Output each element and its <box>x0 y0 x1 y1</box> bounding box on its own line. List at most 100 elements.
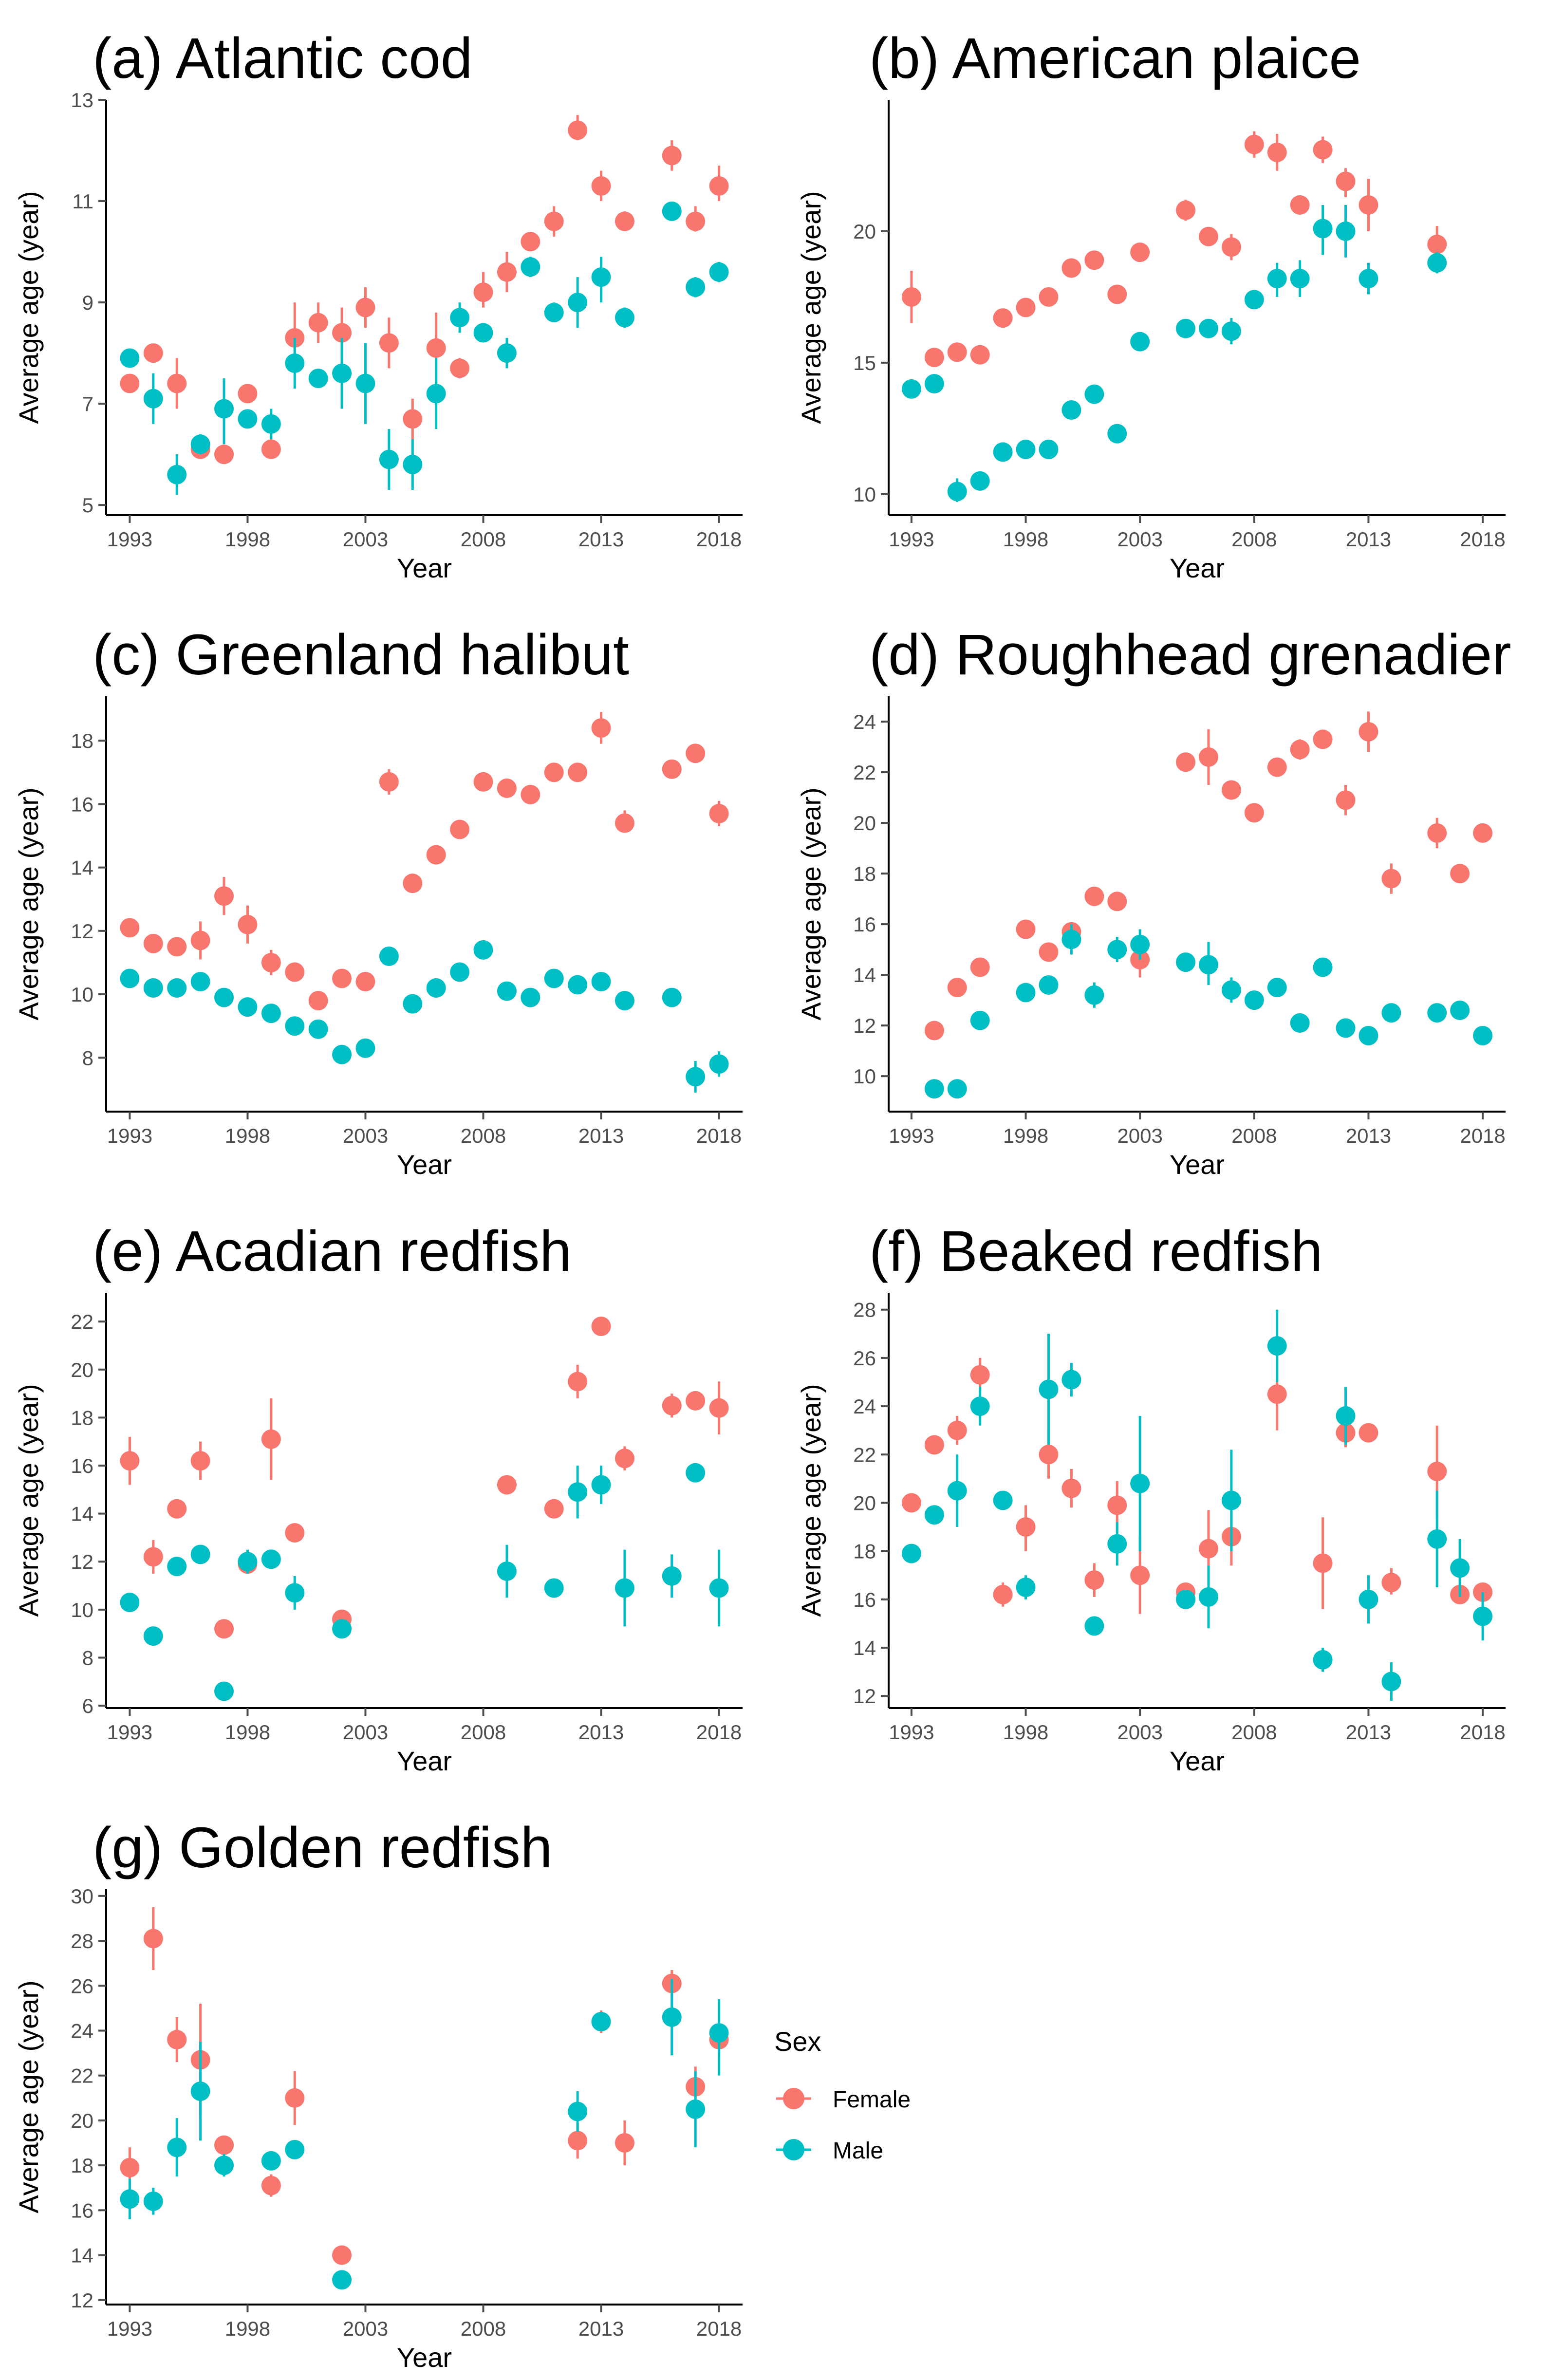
point-female <box>1107 1495 1127 1515</box>
point-female <box>332 2245 352 2265</box>
point-female <box>1313 729 1333 749</box>
point-male <box>686 1463 706 1483</box>
point-male <box>1336 1406 1356 1426</box>
point-male <box>1267 1336 1287 1356</box>
point-female <box>709 1398 729 1418</box>
legend-entry-female: Female <box>776 2087 911 2113</box>
point-male <box>1336 221 1356 241</box>
point-female <box>709 176 729 196</box>
point-male <box>614 991 634 1011</box>
y-axis-label: Average age (year) <box>13 1980 44 2213</box>
point-male <box>1221 321 1241 341</box>
point-male <box>544 302 564 322</box>
point-female <box>1244 134 1264 154</box>
point-male <box>143 389 163 409</box>
x-tick-label: 2008 <box>461 528 506 551</box>
panel-g: (g) Golden redfish 1993 1998 2003 2008 2013 20… <box>13 1816 743 2373</box>
point-male <box>473 323 493 343</box>
point-female <box>1084 886 1104 906</box>
x-axis-label: Year <box>397 1746 452 1776</box>
panel-c-title: (c) Greenland halibut <box>93 623 629 687</box>
point-male <box>1039 440 1059 460</box>
point-male <box>1039 1379 1059 1399</box>
x-tick-label: 2003 <box>343 2317 388 2340</box>
x-tick-label: 2003 <box>1117 528 1162 551</box>
point-female <box>970 1365 990 1385</box>
point-female <box>662 759 682 779</box>
y-tick-label: 22 <box>71 2064 93 2087</box>
y-tick-label: 18 <box>853 862 876 885</box>
point-male <box>591 1475 611 1495</box>
x-tick-label: 1998 <box>225 1124 270 1147</box>
point-female <box>1267 757 1287 777</box>
y-axis-label: Average age (year) <box>796 1384 826 1617</box>
point-male <box>1381 1672 1401 1692</box>
point-female <box>355 298 375 317</box>
point-male <box>1359 269 1378 289</box>
y-tick-label: 18 <box>71 729 93 752</box>
panel-d-title: (d) Roughhead grenadier <box>869 623 1511 687</box>
point-female <box>355 972 375 992</box>
legend-female-marker <box>783 2088 804 2109</box>
x-axis-label: Year <box>1170 1149 1225 1180</box>
point-male <box>709 2023 729 2043</box>
point-male <box>167 1557 187 1577</box>
point-female <box>285 962 305 982</box>
panel-g-title: (g) Golden redfish <box>93 1816 552 1880</box>
point-male <box>568 1482 588 1502</box>
series-male <box>901 205 1447 502</box>
point-male <box>167 2138 187 2157</box>
point-female <box>190 1451 210 1471</box>
point-female <box>426 845 446 865</box>
x-tick-label: 2008 <box>1231 528 1277 551</box>
point-male <box>1130 1473 1150 1493</box>
y-axis-label: Average age (year) <box>796 191 826 424</box>
y-axis-label: Average age (year) <box>13 1384 44 1617</box>
series-female <box>924 711 1493 1041</box>
point-female <box>1084 250 1104 270</box>
point-male <box>143 1626 163 1646</box>
x-tick-label: 2013 <box>578 528 624 551</box>
x-tick-label: 1993 <box>107 2317 152 2340</box>
x-tick-label: 1993 <box>889 1721 934 1744</box>
point-male <box>285 2139 305 2159</box>
point-female <box>1221 237 1241 257</box>
y-axis-label: Average age (year) <box>13 787 44 1020</box>
point-male <box>355 373 375 393</box>
x-tick-label: 2013 <box>1346 528 1391 551</box>
series-male <box>924 924 1493 1099</box>
point-female <box>1359 195 1378 215</box>
y-tick-label: 6 <box>82 1694 93 1717</box>
point-male <box>686 2099 706 2119</box>
point-female <box>924 1435 944 1455</box>
point-male <box>1016 983 1036 1003</box>
y-tick-label: 26 <box>853 1347 876 1370</box>
point-male <box>332 363 352 383</box>
point-female <box>1313 140 1333 160</box>
x-axis-label: Year <box>397 553 452 583</box>
point-male <box>1473 1606 1493 1626</box>
x-tick-label: 2003 <box>1117 1721 1162 1744</box>
point-male <box>167 465 187 484</box>
point-female <box>1267 1384 1287 1404</box>
point-male <box>308 1019 328 1039</box>
x-tick-label: 1998 <box>1003 528 1048 551</box>
point-male <box>308 369 328 389</box>
y-tick-label: 20 <box>853 812 876 835</box>
x-tick-label: 2008 <box>1231 1721 1277 1744</box>
point-female <box>1221 780 1241 800</box>
legend: Sex Female Male <box>774 2026 911 2164</box>
x-tick-label: 1998 <box>1003 1124 1048 1147</box>
y-tick-label: 14 <box>71 2244 93 2267</box>
point-male <box>1473 1025 1493 1045</box>
point-male <box>1244 990 1264 1010</box>
point-male <box>591 267 611 287</box>
point-female <box>521 232 540 252</box>
point-male <box>568 293 588 313</box>
x-tick-label: 2008 <box>461 1124 506 1147</box>
point-male <box>1176 952 1196 972</box>
y-tick-label: 14 <box>71 856 93 879</box>
point-female <box>143 933 163 953</box>
